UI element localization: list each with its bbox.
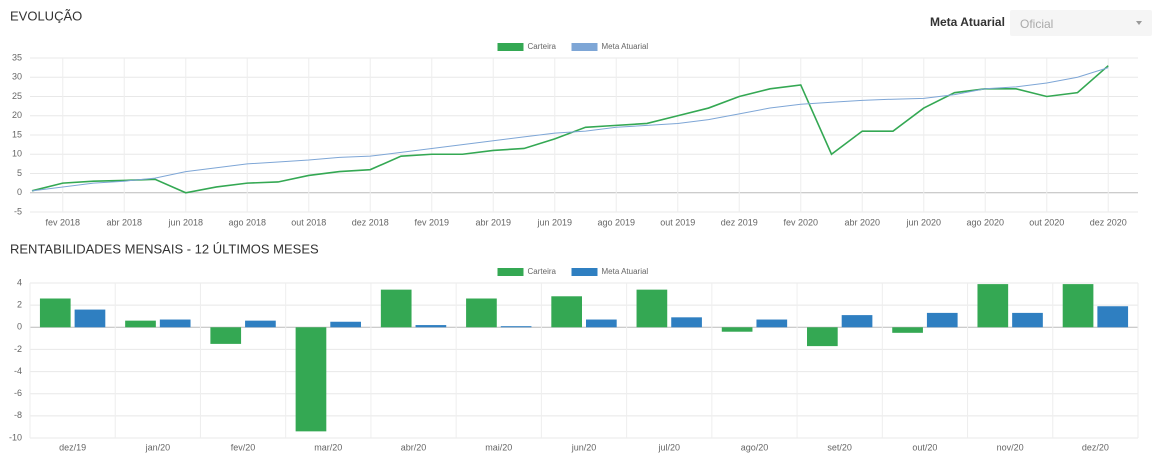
x-tick-label: abr 2018 [106, 217, 142, 227]
bar [330, 321, 361, 328]
x-tick-label: ago 2019 [597, 217, 635, 227]
x-tick-label: out/20 [912, 442, 937, 452]
bar [671, 317, 702, 328]
bar [977, 284, 1009, 328]
y-tick-label: 4 [17, 277, 22, 287]
bar [841, 315, 873, 328]
y-tick-label: 20 [12, 110, 22, 120]
x-tick-label: dez/19 [59, 442, 86, 452]
x-tick-label: jul/20 [657, 442, 680, 452]
x-tick-label: dez 2018 [352, 217, 389, 227]
y-tick-label: 15 [12, 129, 22, 139]
x-tick-label: jun 2019 [536, 217, 572, 227]
bar [500, 326, 532, 328]
bar [295, 327, 327, 432]
legend-swatch [497, 43, 524, 51]
bar [466, 298, 497, 328]
y-tick-label: 10 [12, 149, 22, 159]
x-tick-label: ago 2020 [966, 217, 1004, 227]
legend-label: Carteira [528, 42, 557, 51]
y-tick-label: -6 [14, 388, 22, 398]
bar [551, 296, 582, 328]
bar [74, 309, 106, 328]
bar [380, 289, 412, 328]
y-tick-label: 0 [17, 322, 22, 332]
y-tick-label: -2 [14, 344, 22, 354]
y-tick-label: -10 [9, 432, 22, 442]
y-tick-label: 0 [17, 187, 22, 197]
x-tick-label: out 2019 [660, 217, 695, 227]
x-tick-label: set/20 [827, 442, 852, 452]
x-tick-label: jun 2020 [905, 217, 941, 227]
bar [210, 327, 242, 344]
x-tick-label: abr 2019 [475, 217, 511, 227]
x-tick-label: abr/20 [401, 442, 427, 452]
x-tick-label: mar/20 [314, 442, 342, 452]
x-tick-label: ago 2018 [228, 217, 266, 227]
x-tick-label: fev 2019 [414, 217, 449, 227]
legend-label: Carteira [528, 267, 557, 276]
x-tick-label: abr 2020 [844, 217, 880, 227]
x-tick-label: jun/20 [571, 442, 597, 452]
series-line [31, 65, 1109, 194]
bar [39, 298, 71, 328]
bar [892, 327, 923, 333]
bar [245, 320, 276, 328]
y-tick-label: 2 [17, 300, 22, 310]
bar [586, 319, 617, 328]
bar [1012, 312, 1043, 328]
y-tick-label: 25 [12, 91, 22, 101]
series-line [31, 67, 1109, 192]
caret [1136, 21, 1142, 25]
x-tick-label: dez/20 [1082, 442, 1109, 452]
bar [1097, 306, 1129, 328]
y-tick-label: -5 [14, 206, 22, 216]
y-tick-label: 5 [17, 168, 22, 178]
bar [926, 312, 958, 328]
x-tick-label: out 2018 [291, 217, 326, 227]
y-tick-label: 30 [12, 72, 22, 82]
x-tick-label: fev 2020 [783, 217, 818, 227]
x-tick-label: out 2020 [1029, 217, 1064, 227]
legend-label: Meta Atuarial [602, 267, 649, 276]
select[interactable]: Oficial [1010, 10, 1152, 36]
bar [636, 289, 668, 328]
bar [125, 320, 156, 328]
chart-title: RENTABILIDADES MENSAIS - 12 ÚLTIMOS MESE… [10, 241, 319, 256]
x-tick-label: fev 2018 [45, 217, 80, 227]
legend-label: Meta Atuarial [602, 42, 649, 51]
bar [415, 325, 447, 328]
bar [721, 327, 753, 332]
x-tick-label: mai/20 [485, 442, 512, 452]
select-value: Oficial [1020, 17, 1054, 31]
chart-title: EVOLUÇÃO [10, 8, 82, 23]
y-tick-label: -8 [14, 410, 22, 420]
y-tick-label: 35 [12, 52, 22, 62]
meta-label: Meta Atuarial [930, 15, 1005, 29]
x-tick-label: ago/20 [741, 442, 769, 452]
x-tick-label: dez 2019 [721, 217, 758, 227]
legend-swatch [571, 268, 598, 276]
x-tick-label: jan/20 [145, 442, 171, 452]
bar [159, 319, 191, 328]
bar [1062, 284, 1094, 328]
x-tick-label: fev/20 [231, 442, 256, 452]
y-tick-label: -4 [14, 366, 22, 376]
x-tick-label: nov/20 [997, 442, 1024, 452]
bar [807, 327, 838, 347]
x-tick-label: dez 2020 [1090, 217, 1127, 227]
x-tick-label: jun 2018 [167, 217, 203, 227]
legend-swatch [571, 43, 598, 51]
bar [756, 319, 788, 328]
legend-swatch [497, 268, 524, 276]
